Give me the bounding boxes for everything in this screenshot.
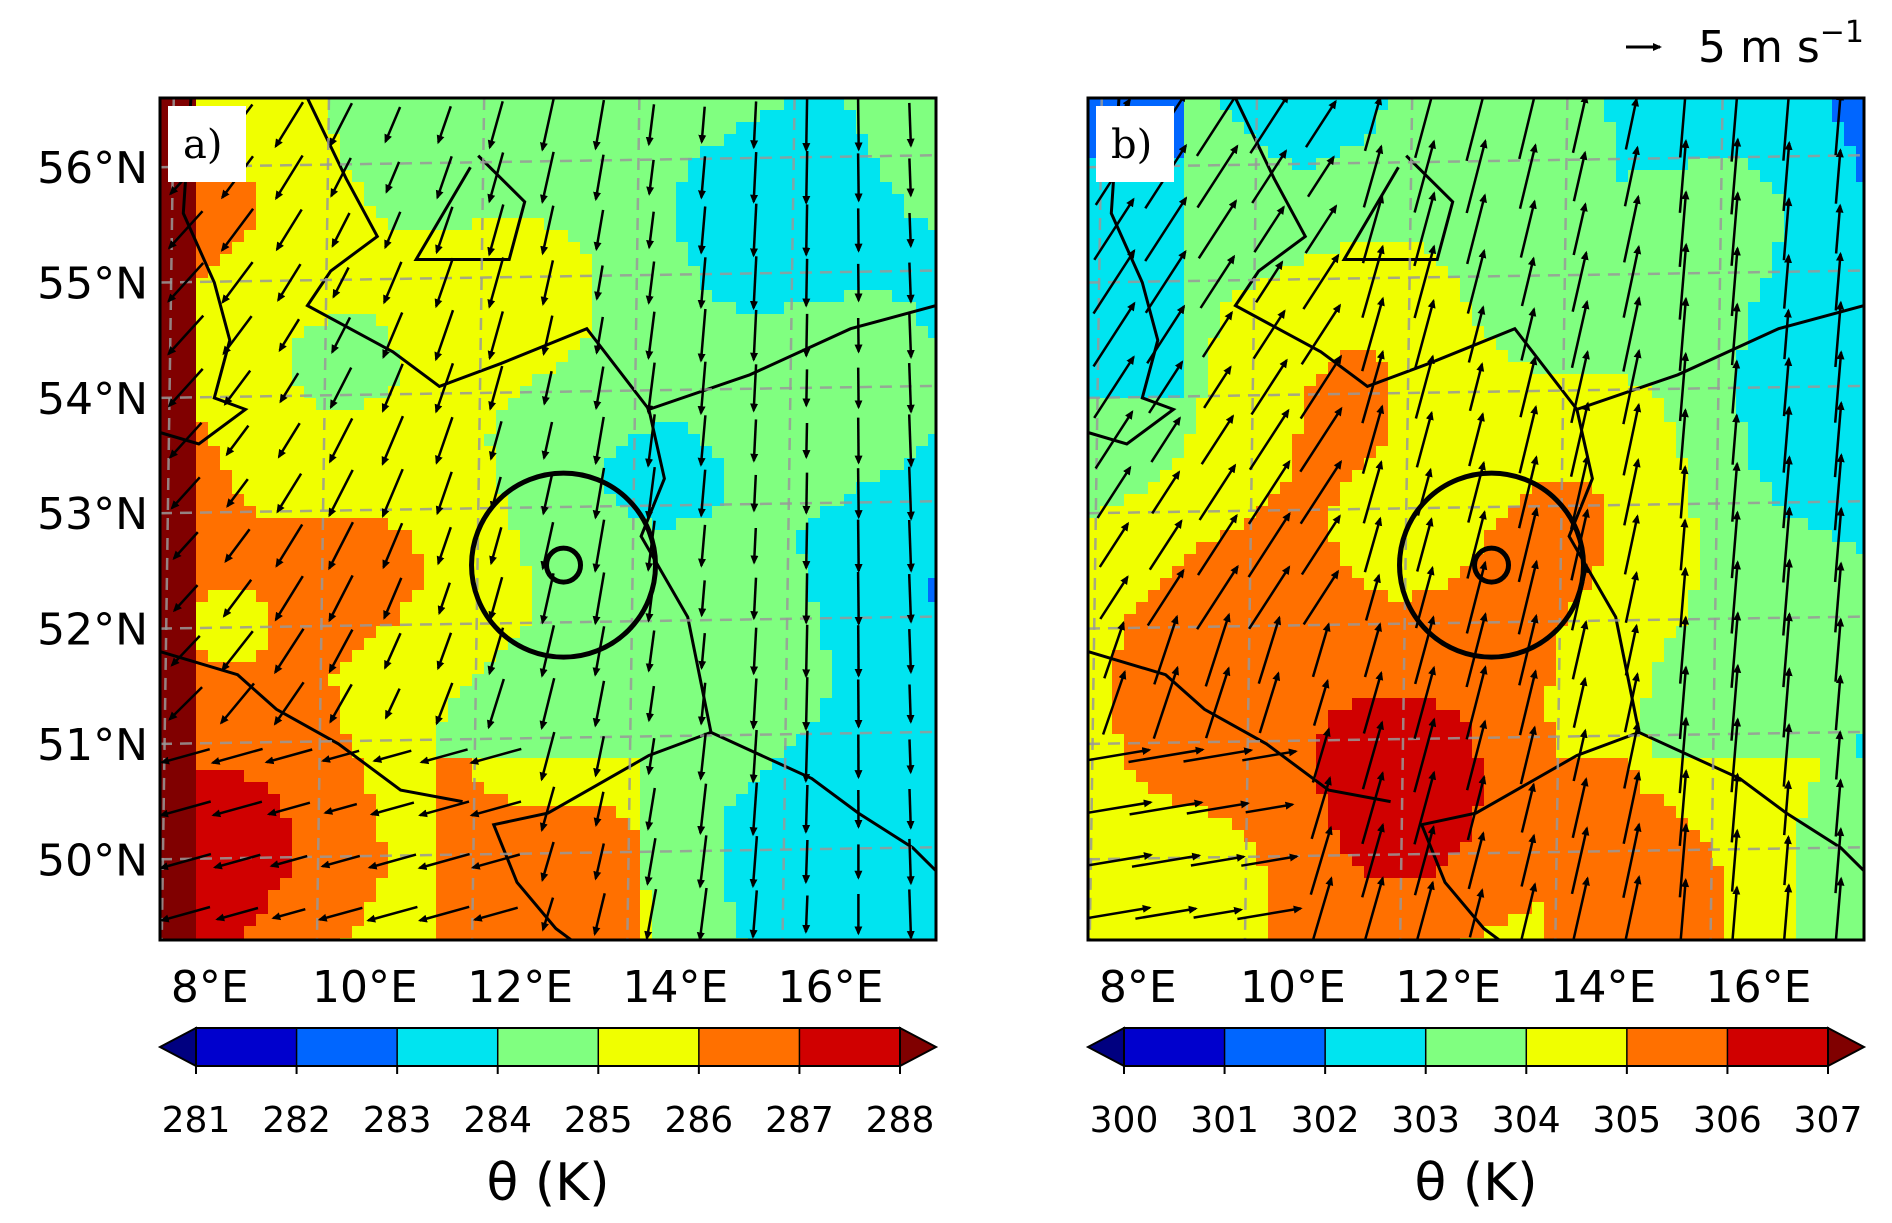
colorbar-tick-label-b: 301	[1190, 1100, 1259, 1141]
colorbar-tick-label-b: 304	[1492, 1100, 1561, 1141]
colorbar-tick-label-b: 303	[1391, 1100, 1460, 1141]
colorbar-tick-label-a: 281	[162, 1100, 231, 1141]
colorbar-tick-label-a: 282	[262, 1100, 331, 1141]
lon-tick-label-b: 14°E	[1550, 962, 1656, 1013]
theta-field-a	[160, 98, 936, 940]
lon-tick-label-a: 16°E	[778, 962, 884, 1013]
map-frame-a	[158, 96, 938, 942]
theta-field-b	[1088, 98, 1864, 940]
lon-tick-labels-b: 8°E 10°E 12°E 14°E 16°E	[1099, 962, 1812, 1013]
colorbar-bin-a	[397, 1028, 499, 1066]
map-frame-b	[1086, 96, 1866, 942]
colorbar-label-a: θ (K)	[486, 1153, 609, 1213]
colorbar-tick-label-b: 307	[1794, 1100, 1863, 1141]
colorbar-tick-label-a: 283	[363, 1100, 432, 1141]
wind-vectors-a	[160, 98, 915, 940]
lon-tick-label-a: 8°E	[171, 962, 249, 1013]
colorbar-tick-label-a: 287	[765, 1100, 834, 1141]
coastline-b	[1088, 98, 1864, 940]
colorbar-tick-label-b: 306	[1693, 1100, 1762, 1141]
colorbar-tick-label-a: 288	[866, 1100, 935, 1141]
lat-tick-label: 55°N	[37, 259, 148, 310]
panel-label-box-b	[1096, 106, 1174, 182]
colorbar-extend-high-b	[1827, 1026, 1867, 1068]
colorbar-extend-low-b	[1085, 1026, 1125, 1068]
colorbar-bin-a	[497, 1028, 599, 1066]
colorbar-bin-a	[598, 1028, 700, 1066]
colorbar-a: 281 282 283 284 285 286 287 288	[157, 1026, 939, 1141]
coastline-a	[160, 98, 936, 940]
colorbar-bin-b	[1727, 1028, 1829, 1066]
colorbar-tick-label-b: 302	[1291, 1100, 1360, 1141]
colorbar-bin-a	[296, 1028, 398, 1066]
lon-tick-label-b: 12°E	[1395, 962, 1501, 1013]
lat-tick-label: 56°N	[37, 143, 148, 194]
lat-tick-label: 53°N	[37, 489, 148, 540]
colorbar-bin-b	[1325, 1028, 1427, 1066]
colorbar-extend-low-a	[157, 1026, 197, 1068]
lon-tick-labels-a: 8°E 10°E 12°E 14°E 16°E	[171, 962, 884, 1013]
panel-b: b) 8°E 10°E 12°E 14°E 16°E 300 301 302 303 304 30…	[1085, 96, 1867, 1213]
colorbar-bin-b	[1626, 1028, 1728, 1066]
quiver-key: 5 m s−1	[1626, 15, 1864, 73]
quiver-key-label: 5 m s−1	[1698, 15, 1864, 73]
colorbar-bin-b	[1124, 1028, 1226, 1066]
lon-tick-label-a: 14°E	[622, 962, 728, 1013]
colorbar-b: 300 301 302 303 304 305 306 307	[1085, 1026, 1867, 1141]
colorbar-bin-a	[799, 1028, 901, 1066]
lat-tick-label: 50°N	[37, 835, 148, 886]
colorbar-label-b: θ (K)	[1414, 1153, 1537, 1213]
lon-tick-label-a: 12°E	[467, 962, 573, 1013]
panel-label-a: a)	[183, 122, 222, 168]
target-rings-b	[1397, 470, 1587, 660]
lon-tick-label-b: 10°E	[1240, 962, 1346, 1013]
panel-label-b: b)	[1111, 122, 1152, 168]
panel-label-box-a	[168, 106, 246, 182]
lon-tick-label-b: 16°E	[1706, 962, 1812, 1013]
colorbar-bin-a	[196, 1028, 298, 1066]
lat-tick-label: 54°N	[37, 374, 148, 425]
colorbar-bin-b	[1425, 1028, 1527, 1066]
target-rings-a	[469, 470, 659, 660]
colorbar-tick-label-b: 300	[1090, 1100, 1159, 1141]
colorbar-tick-label-a: 286	[664, 1100, 733, 1141]
colorbar-bin-b	[1224, 1028, 1326, 1066]
lat-tick-label: 51°N	[37, 720, 148, 771]
wind-vectors-b	[1088, 98, 1845, 940]
panel-a: a) 56°N 55°N 54°N 53°N 52°N 51°N 50°N 8°E 10°E 1…	[37, 96, 939, 1213]
colorbar-bin-b	[1526, 1028, 1628, 1066]
lat-tick-labels: 56°N 55°N 54°N 53°N 52°N 51°N 50°N	[37, 143, 148, 886]
lon-tick-label-b: 8°E	[1099, 962, 1177, 1013]
colorbar-tick-label-a: 284	[463, 1100, 532, 1141]
colorbar-bin-a	[698, 1028, 800, 1066]
colorbar-extend-high-a	[899, 1026, 939, 1068]
colorbar-tick-label-b: 305	[1592, 1100, 1661, 1141]
lat-tick-label: 52°N	[37, 605, 148, 656]
colorbar-tick-label-a: 285	[564, 1100, 633, 1141]
lon-tick-label-a: 10°E	[312, 962, 418, 1013]
